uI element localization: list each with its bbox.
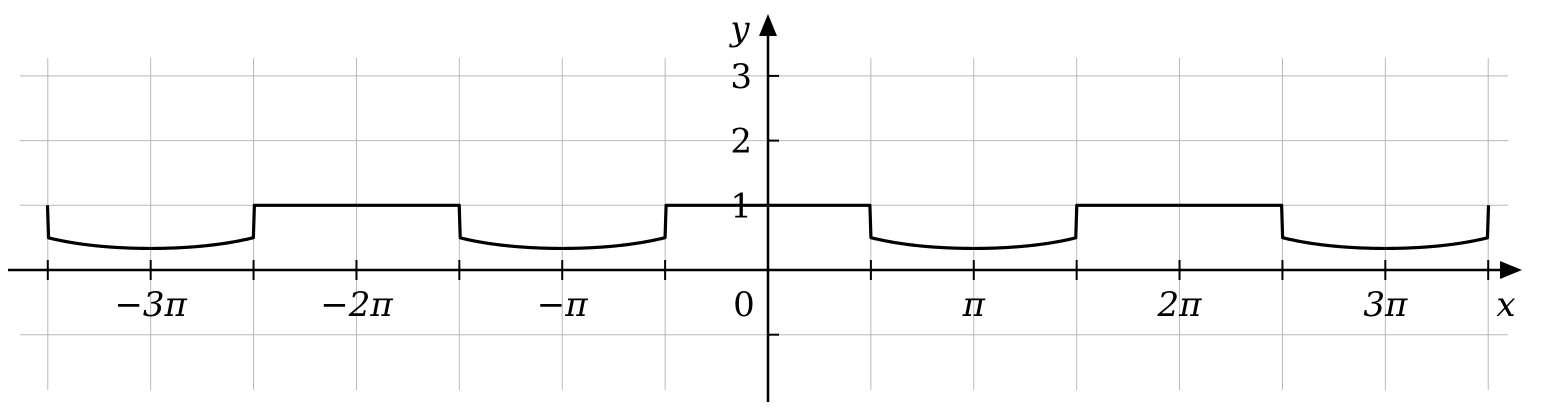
y-tick-label: 1: [730, 186, 752, 226]
ticks: [46, 74, 1490, 336]
y-tick-label: 2: [730, 122, 752, 162]
x-tick-label: 3π: [1363, 285, 1408, 325]
x-tick-label: −3π: [114, 285, 187, 325]
x-tick-label: π: [962, 285, 986, 325]
x-axis-arrow-icon: [1500, 261, 1522, 279]
y-axis-arrow-icon: [759, 14, 777, 36]
x-tick-label: −π: [537, 285, 588, 325]
x-tick-label: −2π: [320, 285, 393, 325]
y-axis-label: y: [728, 9, 750, 49]
axes: [8, 14, 1522, 402]
grid: [20, 58, 1508, 390]
y-tick-label: 3: [730, 57, 752, 97]
x-tick-label: 2π: [1157, 285, 1203, 325]
origin-label: 0: [733, 285, 755, 325]
x-axis-label: x: [1496, 285, 1515, 325]
tick-labels: x y 0 −3π −2π −π π 2π 3π 1 2 3: [114, 9, 1515, 325]
series-line: [45, 203, 1491, 251]
